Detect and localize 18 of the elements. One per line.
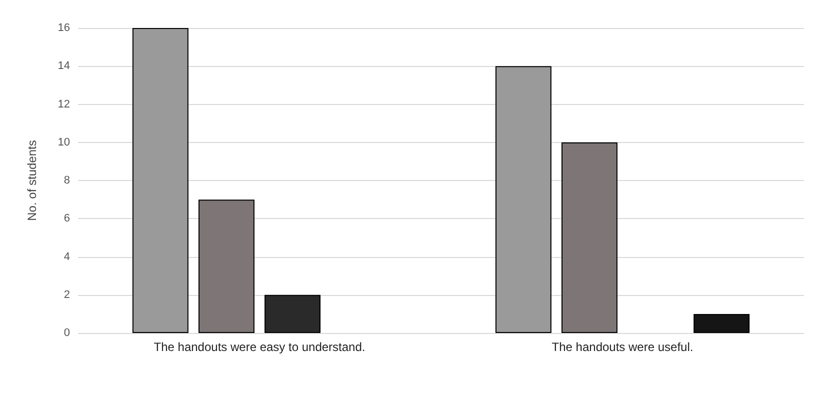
x-tick-label: The handouts were useful. — [552, 340, 694, 354]
y-tick-label: 8 — [64, 174, 70, 186]
bar — [132, 28, 188, 333]
y-tick-label: 14 — [58, 60, 70, 72]
y-tick-label: 0 — [64, 327, 70, 339]
bar — [561, 142, 618, 333]
bar — [495, 66, 552, 333]
y-tick-label: 12 — [58, 98, 70, 110]
y-tick-label: 2 — [64, 288, 70, 301]
y-tick-label: 10 — [58, 136, 70, 148]
x-tick-label: The handouts were easy to understand. — [154, 340, 366, 354]
bar — [198, 200, 254, 333]
y-tick-label: 4 — [64, 250, 70, 263]
bar — [694, 314, 750, 333]
y-axis-title: No. of students — [25, 140, 39, 221]
y-tick-label: 16 — [58, 22, 70, 34]
bar — [264, 294, 321, 333]
y-tick-label: 6 — [64, 212, 70, 225]
